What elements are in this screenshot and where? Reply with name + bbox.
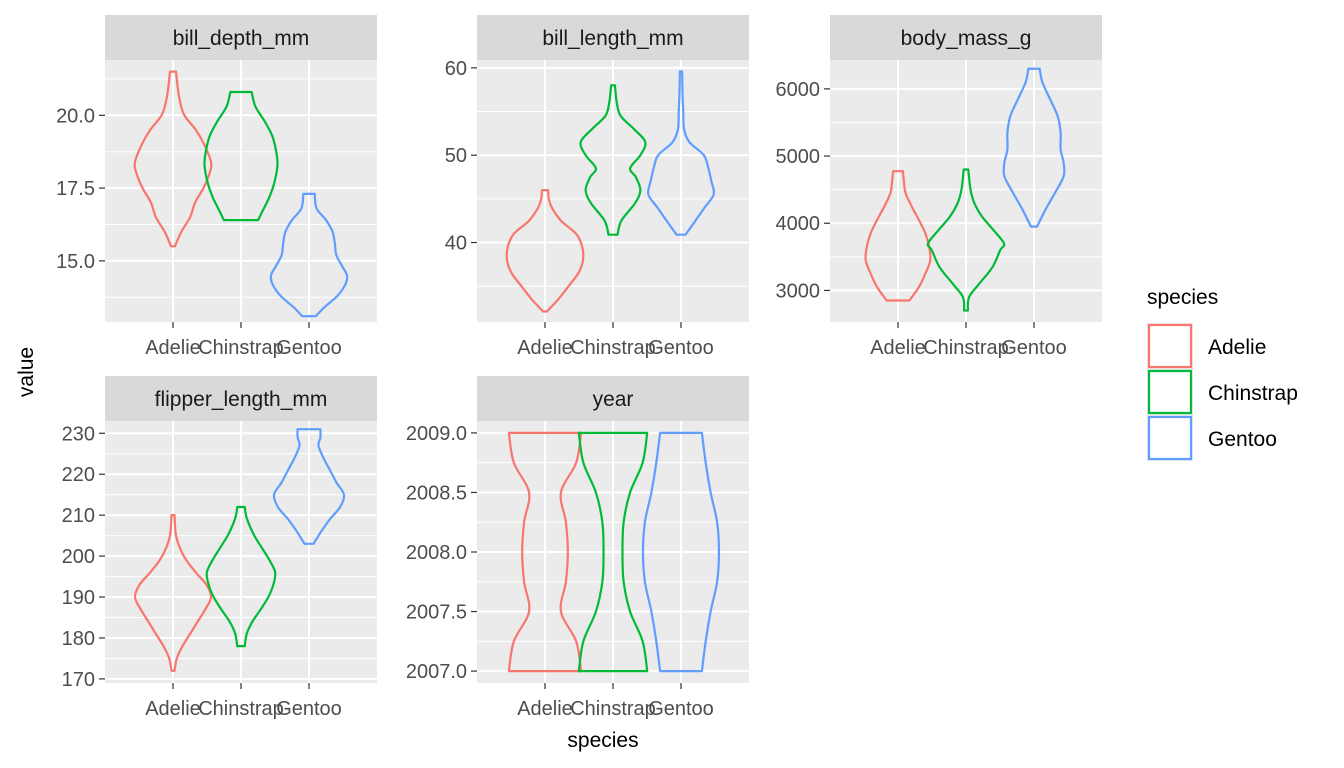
x-tick-label: Gentoo xyxy=(648,337,714,359)
x-tick-label: Gentoo xyxy=(1001,337,1067,359)
x-tick-label: Adelie xyxy=(145,698,201,720)
panel-bill-length-mm: bill_length_mm 40 50 60 AdelieChinstrapGento… xyxy=(445,15,749,359)
facet-strip-label: body_mass_g xyxy=(901,27,1032,50)
y-tick-label: 2009.0 xyxy=(406,423,467,445)
violin-chinstrap xyxy=(205,505,277,648)
panel-year: year 2007.0 2007.5 2008.0 2008.5 2009.0 Adelie… xyxy=(406,376,749,720)
legend-entry-chinstrap: Chinstrap xyxy=(1147,369,1298,415)
x-tick-label: Chinstrap xyxy=(923,337,1009,359)
y-tick-label: 5000 xyxy=(776,146,821,168)
y-tick-label: 2007.0 xyxy=(406,661,467,683)
facet-strip xyxy=(830,15,1102,60)
panel-bill-depth-mm: bill_depth_mm 15.0 17.5 20.0 AdelieChinstrap… xyxy=(56,15,377,359)
x-tick-label: Chinstrap xyxy=(198,337,284,359)
legend-label: Chinstrap xyxy=(1208,382,1298,405)
facet-strip xyxy=(105,376,377,421)
legend-label: Adelie xyxy=(1208,336,1266,359)
panel-flipper-length-mm: flipper_length_mm 170 180 190 200 210 220 230 Ad… xyxy=(62,376,377,720)
y-tick-label: 170 xyxy=(62,669,95,691)
legend-title: species xyxy=(1147,286,1218,309)
x-axis-title: species xyxy=(567,729,638,752)
facet-strip-label: year xyxy=(593,388,634,411)
y-tick-label: 210 xyxy=(62,505,95,527)
facet-strip xyxy=(477,376,749,421)
x-tick-label: Chinstrap xyxy=(570,698,656,720)
facet-strip xyxy=(105,15,377,60)
facet-strip-label: bill_length_mm xyxy=(542,27,683,50)
x-tick-label: Adelie xyxy=(870,337,926,359)
legend-key-swatch xyxy=(1147,415,1193,461)
violin-adelie xyxy=(864,170,932,302)
facet-strip-label: bill_depth_mm xyxy=(173,27,310,50)
legend-label: Gentoo xyxy=(1208,428,1277,451)
violin-chinstrap xyxy=(203,90,279,222)
y-tick-label: 2007.5 xyxy=(406,602,467,624)
y-tick-label: 180 xyxy=(62,628,95,650)
violin-gentoo xyxy=(272,428,346,545)
x-tick-label: Gentoo xyxy=(648,698,714,720)
y-axis-title: value xyxy=(15,347,38,397)
panels-layer: bill_depth_mm15.017.520.0AdelieChinstrap… xyxy=(56,15,1102,720)
y-tick-label: 17.5 xyxy=(56,178,95,200)
violin-gentoo xyxy=(1002,67,1066,228)
y-tick-label: 220 xyxy=(62,464,95,486)
y-tick-label: 6000 xyxy=(776,79,821,101)
x-tick-label: Gentoo xyxy=(276,698,342,720)
violin-adelie xyxy=(507,431,583,673)
legend-key-swatch xyxy=(1147,369,1193,415)
panel-body-mass-g: body_mass_g 3000 4000 5000 6000 AdelieChinstr… xyxy=(776,15,1102,359)
violin-gentoo xyxy=(269,192,349,318)
violin-gentoo xyxy=(641,431,721,673)
y-tick-label: 2008.5 xyxy=(406,482,467,504)
y-tick-label: 200 xyxy=(62,546,95,568)
y-tick-label: 15.0 xyxy=(56,251,95,273)
violin-adelie xyxy=(133,70,213,248)
x-tick-label: Chinstrap xyxy=(570,337,656,359)
facet-strip-label: flipper_length_mm xyxy=(155,388,328,411)
y-tick-label: 2008.0 xyxy=(406,542,467,564)
x-tick-label: Adelie xyxy=(145,337,201,359)
violin-gentoo xyxy=(646,70,716,236)
y-tick-label: 60 xyxy=(445,58,467,80)
y-tick-label: 50 xyxy=(445,145,467,167)
violin-chinstrap xyxy=(579,84,647,236)
y-tick-label: 20.0 xyxy=(56,105,95,127)
violin-adelie xyxy=(133,514,213,672)
facet-strip xyxy=(477,15,749,60)
legend: species Adelie Chinstrap Gentoo xyxy=(1147,286,1298,461)
y-tick-label: 4000 xyxy=(776,213,821,235)
violin-chinstrap xyxy=(926,168,1006,312)
y-tick-label: 40 xyxy=(445,233,467,255)
x-tick-label: Gentoo xyxy=(276,337,342,359)
violin-chinstrap xyxy=(577,431,649,673)
legend-entry-gentoo: Gentoo xyxy=(1147,415,1277,461)
y-tick-label: 3000 xyxy=(776,280,821,302)
legend-entry-adelie: Adelie xyxy=(1147,323,1266,369)
y-tick-label: 230 xyxy=(62,423,95,445)
legend-key-swatch xyxy=(1147,323,1193,369)
x-tick-label: Chinstrap xyxy=(198,698,284,720)
x-tick-label: Adelie xyxy=(517,698,573,720)
x-tick-label: Adelie xyxy=(517,337,573,359)
legend-entries: Adelie Chinstrap Gentoo xyxy=(1147,323,1298,461)
y-tick-label: 190 xyxy=(62,587,95,609)
violin-adelie xyxy=(505,189,585,313)
